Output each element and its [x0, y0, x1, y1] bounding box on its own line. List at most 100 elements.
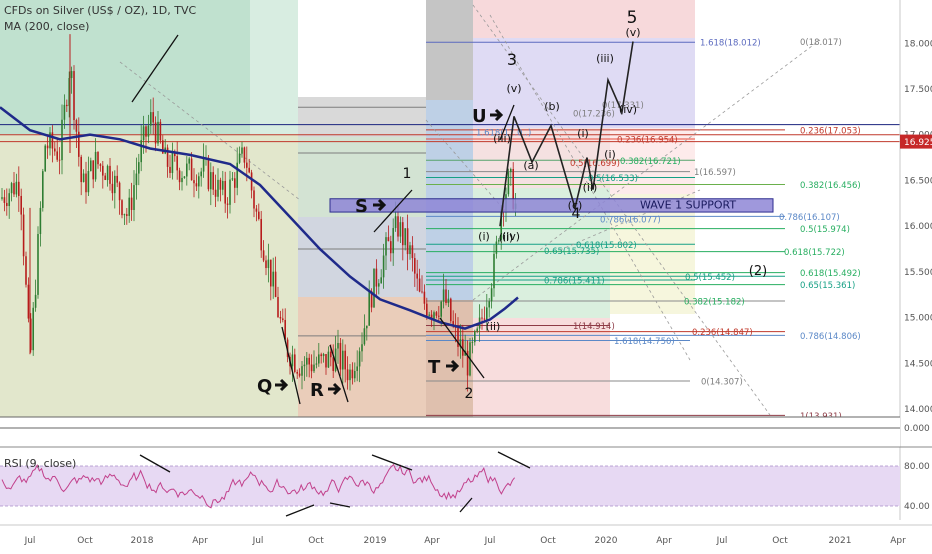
price-candle-body [171, 152, 174, 174]
wave-label: (a) [523, 159, 538, 172]
price-candle-body [6, 202, 8, 207]
time-axis-tick-label: Apr [424, 536, 440, 546]
price-candle-body [385, 237, 387, 256]
price-candle-body [195, 183, 198, 187]
price-candle-body [387, 237, 390, 242]
price-candle-body [296, 372, 298, 374]
wave-label: (ii) [499, 231, 514, 244]
price-candle-body [378, 283, 380, 287]
fib-level-label: 1.618(14.750) [614, 337, 675, 347]
price-candle-body [118, 182, 121, 201]
wave-label: (b) [544, 100, 560, 113]
arrow-right-icon [275, 378, 289, 392]
price-candle-body [226, 203, 229, 205]
price-candle-body [178, 170, 181, 183]
price-candle-body [212, 172, 214, 190]
price-candle-body [58, 159, 61, 161]
price-candle-body [274, 271, 277, 297]
price-candle-body [320, 354, 322, 357]
time-axis-tick-label: Oct [308, 536, 324, 546]
price-candle-body [450, 298, 452, 322]
price-candle-body [493, 253, 495, 289]
price-candle-body [440, 301, 442, 317]
price-candle-body [380, 277, 382, 284]
price-candle-body [154, 122, 157, 144]
fib-level-label: 0(14.307) [701, 378, 743, 388]
time-axis-tick-label: 2019 [364, 536, 387, 546]
fib-level-label: 1.618(17.0..) [476, 128, 531, 138]
price-candle-body [375, 268, 378, 287]
price-candle-body [174, 152, 176, 157]
time-axis-tick-label: Apr [656, 536, 672, 546]
price-candle-body [193, 180, 195, 184]
price-candle-body [397, 216, 399, 237]
fib-level-label: 0.236(14.847) [692, 328, 753, 338]
price-candle-body [258, 211, 260, 219]
price-candle-body [310, 364, 313, 372]
rsi-axis-tick-label: 80.00 [904, 462, 930, 472]
fib-level-label: 0.382(15.182) [684, 297, 745, 307]
wave-label: 4 [572, 206, 581, 222]
price-candle-body [68, 78, 70, 107]
rsi-divergence-line [139, 454, 171, 473]
price-candle-body [75, 120, 78, 132]
price-candle-body [224, 180, 226, 204]
price-candle-body [392, 228, 394, 254]
wave-letter-label: S [355, 196, 368, 217]
price-candle-body [111, 183, 114, 194]
price-candle-body [433, 312, 435, 319]
price-candle-body [265, 260, 267, 269]
wave-label: 3 [507, 50, 517, 69]
price-candle-body [97, 151, 99, 165]
price-candle-body [78, 131, 80, 157]
time-axis-tick-label: Jul [716, 536, 728, 546]
price-candle-body [82, 173, 85, 183]
price-axis-tick-label: 17.500 [904, 85, 932, 95]
price-candle-body [46, 145, 49, 149]
fib-level-label: 0.5(15.452) [685, 273, 735, 283]
trend-line [329, 344, 349, 403]
rsi-line [1, 463, 515, 509]
price-candle-body [510, 169, 512, 173]
wave-letter-label: U [472, 106, 487, 127]
price-axis-tick-label: 15.500 [904, 268, 932, 278]
fib-guide-line [119, 61, 301, 201]
price-candle-body [56, 151, 58, 160]
trend-line [131, 34, 179, 103]
price-axis-tick-label: 16.500 [904, 176, 932, 186]
price-candle-body [356, 366, 358, 371]
rsi-divergence-line [371, 454, 413, 471]
price-candle-body [474, 331, 476, 343]
trend-line [439, 317, 485, 379]
price-candle-body [90, 160, 92, 171]
wave-label: 5 [627, 8, 638, 28]
fib-level-label: 0.618(15.802) [576, 241, 637, 251]
time-axis-tick-label: Oct [540, 536, 556, 546]
price-candle-body [272, 271, 274, 287]
price-candle-body [157, 121, 159, 144]
price-candle-body [284, 319, 286, 340]
fib-level-label: 0.786(15.411) [544, 277, 605, 287]
price-candle-body [409, 245, 411, 255]
price-candle-body [445, 289, 447, 303]
zone-teal [0, 0, 250, 135]
price-candle-body [414, 258, 416, 274]
time-axis-tick-label: Jul [252, 536, 264, 546]
price-candle-body [169, 166, 171, 174]
price-candle-body [308, 357, 310, 365]
price-candle-body [246, 162, 248, 168]
fib-level-label: 1(16.597) [694, 168, 736, 178]
time-axis-tick-label: Oct [77, 536, 93, 546]
price-candle-body [202, 158, 205, 172]
price-candle-body [486, 307, 488, 320]
price-candle-body [183, 176, 186, 178]
price-candle-body [495, 241, 498, 254]
price-candle-body [481, 317, 483, 319]
arrow-right-icon [446, 359, 460, 373]
wave-label: (c) [568, 199, 583, 212]
price-candle-body [130, 197, 133, 210]
arrow-right-icon [328, 382, 342, 396]
rsi-divergence-line [459, 497, 473, 513]
price-candle-body [37, 234, 39, 295]
